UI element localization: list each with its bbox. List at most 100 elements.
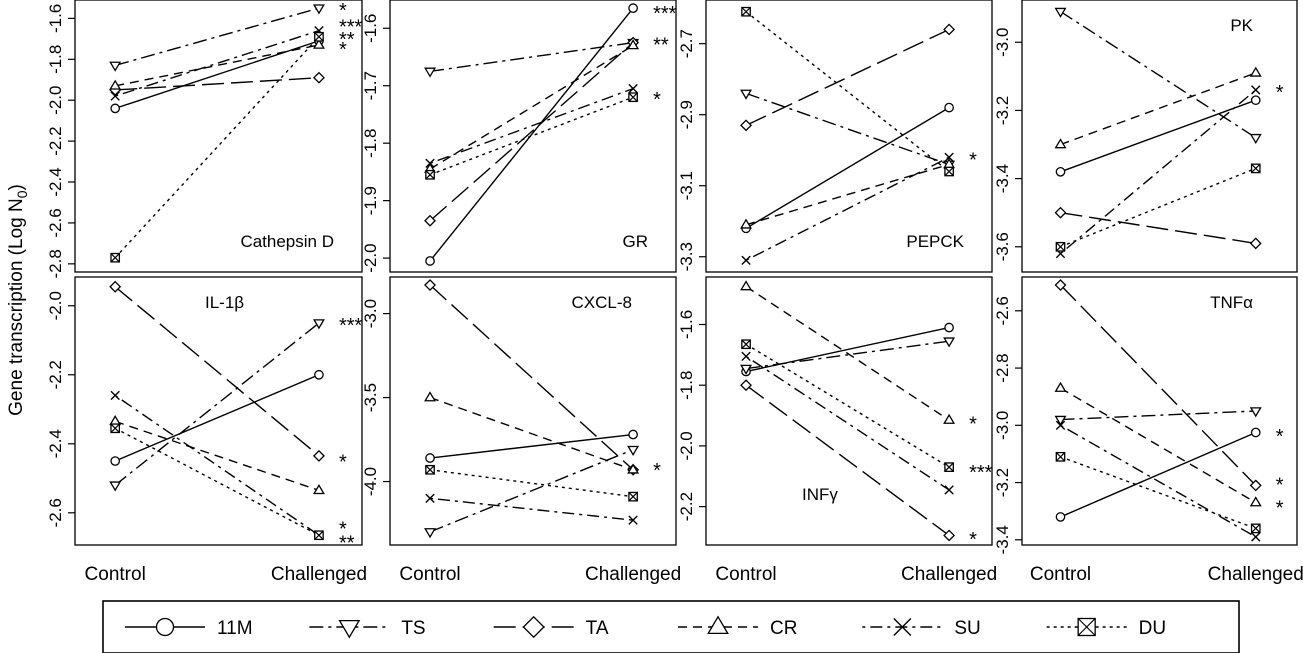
panel-title: Cathepsin D — [240, 232, 334, 251]
significance-label: *** — [339, 315, 363, 337]
legend-entry-su: SU — [862, 618, 981, 639]
legend-entry-ts: TS — [309, 618, 426, 639]
data-point — [1249, 496, 1262, 507]
y-tick-label: -2.0 — [46, 86, 65, 115]
series-su — [425, 493, 638, 525]
series-ts — [424, 38, 640, 78]
x-tick-label: Challenged — [1208, 564, 1303, 585]
series-line — [115, 77, 319, 91]
data-point — [628, 83, 638, 94]
y-tick-label: -2.0 — [46, 291, 65, 320]
series-line — [1060, 167, 1257, 248]
series-line — [429, 41, 634, 73]
data-point — [944, 485, 954, 495]
series-line — [429, 396, 634, 471]
panel-frame — [74, 0, 363, 273]
y-tick-label: -3.4 — [993, 164, 1012, 193]
data-point — [1055, 512, 1066, 522]
data-point — [1251, 85, 1261, 95]
chart-panels: -1.6-1.8-2.0-2.2-2.4-2.6-2.8*******Cathe… — [46, 0, 1303, 585]
data-point — [109, 79, 122, 90]
series-line — [745, 384, 950, 537]
panel-frame — [705, 276, 993, 546]
significance-label: ** — [339, 29, 355, 51]
series-line — [114, 29, 320, 97]
panel-frame — [389, 276, 677, 546]
series-line — [429, 7, 634, 262]
series-11m — [425, 429, 638, 463]
legend-marker — [338, 619, 361, 639]
series-su — [741, 351, 954, 495]
data-point — [312, 449, 325, 462]
panel-pk: -3.0 -3.2 -3.4 -3.6 * PK — [993, 0, 1298, 273]
series-ta — [740, 379, 956, 542]
series-su — [1055, 85, 1261, 259]
series-du — [1055, 451, 1261, 534]
y-tick-label: -2.9 — [677, 100, 696, 129]
y-axis-label-close: ) — [6, 184, 27, 190]
data-point — [627, 39, 640, 50]
y-tick-label: -3.0 — [993, 411, 1012, 440]
series-line — [114, 40, 320, 110]
series-cr — [109, 38, 325, 90]
legend-entry-du: DU — [1046, 617, 1166, 639]
panel-frame — [389, 0, 677, 273]
data-point — [312, 484, 325, 495]
series-line — [114, 7, 320, 67]
series-line — [429, 497, 634, 521]
data-point — [1055, 166, 1066, 177]
series-ts — [1054, 407, 1262, 426]
data-point — [314, 530, 324, 541]
series-ta — [1054, 279, 1262, 492]
series-su — [110, 390, 324, 540]
data-point — [425, 158, 435, 168]
series-line — [429, 96, 634, 176]
panel-pepck: -2.7 -2.9 -3.1 -3.3 * PEPCK — [677, 0, 993, 273]
series-line — [1060, 431, 1257, 518]
data-point — [110, 91, 120, 101]
data-point — [312, 319, 325, 330]
series-ta — [1054, 206, 1262, 250]
y-tick-label: -2.2 — [46, 126, 65, 155]
data-point — [109, 61, 122, 72]
series-ta — [424, 36, 640, 227]
series-line — [429, 42, 634, 222]
y-tick-label: -1.7 — [361, 71, 380, 100]
y-tick-label: -1.6 — [46, 4, 65, 33]
y-tick-label: -3.0 — [993, 28, 1012, 57]
series-line — [114, 374, 320, 462]
data-point — [1249, 66, 1262, 77]
y-tick-label: -2.8 — [46, 249, 65, 278]
data-point — [943, 413, 956, 424]
series-line — [745, 11, 950, 173]
legend-label: TA — [586, 618, 609, 639]
data-point — [109, 415, 122, 426]
significance-label: * — [1276, 82, 1284, 104]
y-tick-label: -1.8 — [46, 45, 65, 74]
data-point — [741, 6, 751, 17]
significance-label: * — [969, 529, 977, 551]
panel-frame — [74, 276, 363, 546]
series-ts — [740, 89, 956, 171]
data-point — [1250, 523, 1261, 534]
data-point — [109, 481, 122, 492]
significance-label: *** — [339, 17, 363, 39]
series-line — [1060, 387, 1257, 504]
significance-label: *** — [653, 3, 677, 25]
y-tick-label: -1.9 — [361, 186, 380, 215]
data-point — [110, 423, 121, 434]
data-point — [741, 351, 751, 362]
data-point — [628, 491, 638, 502]
data-point — [312, 71, 325, 84]
series-line — [1060, 99, 1256, 173]
series-line — [429, 44, 634, 170]
series-line — [1060, 456, 1256, 530]
series-line — [745, 92, 950, 166]
legend-marker — [893, 618, 912, 636]
y-tick-label: -2.8 — [993, 353, 1012, 382]
panel-cathepsin-d: -1.6-1.8-2.0-2.2-2.4-2.6-2.8*******Cathe… — [46, 0, 363, 278]
legend-marker — [707, 615, 729, 635]
series-du — [1055, 163, 1261, 252]
